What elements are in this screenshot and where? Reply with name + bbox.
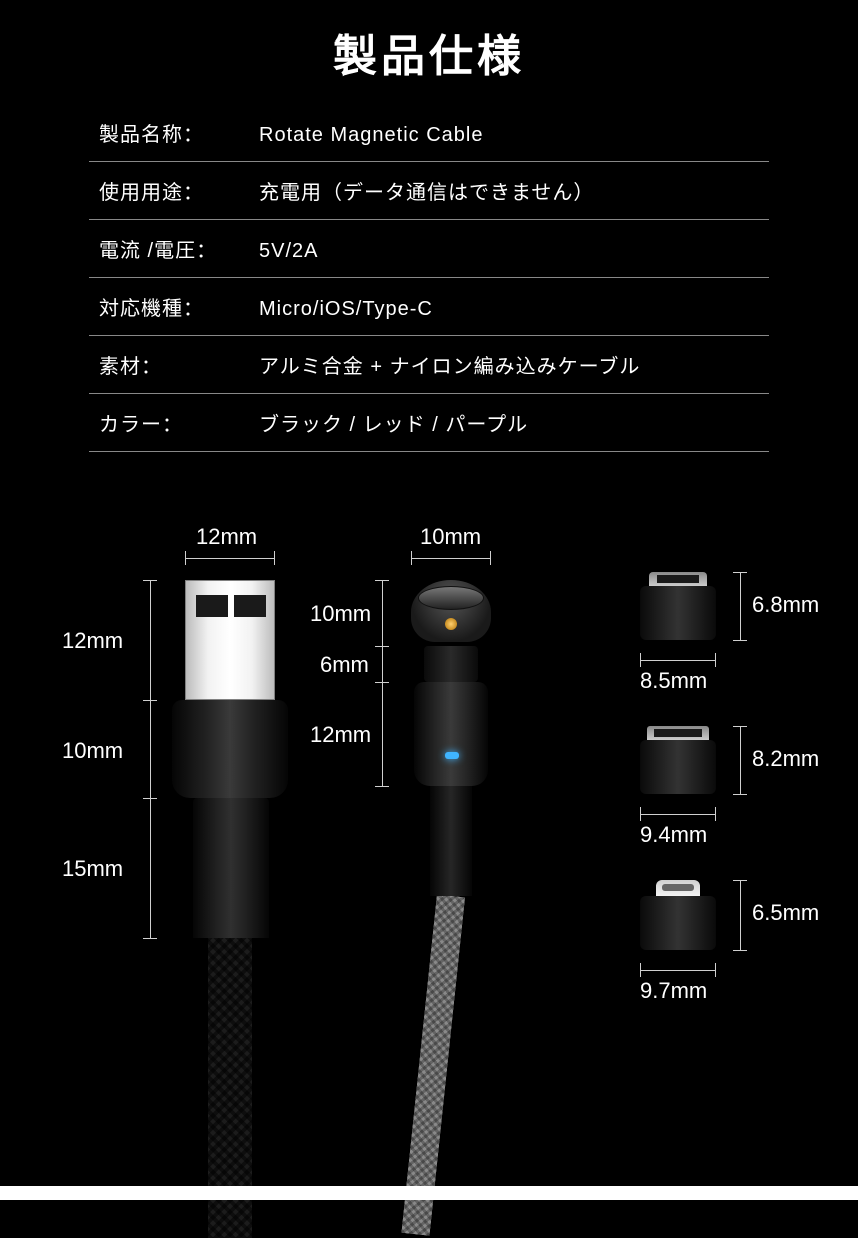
spec-value: Rotate Magnetic Cable — [259, 124, 483, 147]
dim-usb-base-h: 15mm — [62, 856, 123, 882]
guide-tick — [640, 963, 641, 977]
typec-connector-icon — [640, 740, 716, 794]
guide-tick — [733, 640, 747, 641]
guide-line — [740, 726, 741, 794]
spec-row: カラー： ブラック / レッド / パープル — [89, 394, 769, 452]
guide-tick — [375, 786, 389, 787]
dim-conn3-w: 9.7mm — [640, 978, 707, 1004]
dim-mag-head-h: 10mm — [310, 601, 371, 627]
dim-mag-top: 10mm — [420, 524, 481, 550]
guide-tick — [143, 580, 157, 581]
dim-conn3-h: 6.5mm — [752, 900, 819, 926]
guide-line — [185, 558, 275, 559]
guide-line — [740, 880, 741, 950]
magnetic-joint-icon — [424, 646, 478, 682]
spec-label: 対応機種： — [99, 292, 259, 321]
spec-value: Micro/iOS/Type-C — [259, 298, 433, 321]
micro-connector-icon — [640, 586, 716, 640]
spec-row: 使用用途： 充電用（データ通信はできません） — [89, 162, 769, 220]
guide-line — [150, 580, 151, 938]
bottom-edge — [0, 1186, 858, 1200]
usb-plug-icon — [185, 580, 275, 700]
guide-line — [740, 572, 741, 640]
guide-tick — [274, 551, 275, 565]
guide-line — [640, 970, 716, 971]
magnetic-ring-icon — [418, 586, 484, 610]
dim-mag-body-h: 12mm — [310, 722, 371, 748]
magnetic-body-icon — [414, 682, 488, 786]
guide-tick — [640, 807, 641, 821]
guide-tick — [715, 653, 716, 667]
guide-tick — [143, 700, 157, 701]
guide-tick — [715, 963, 716, 977]
dim-conn1-h: 6.8mm — [752, 592, 819, 618]
guide-tick — [185, 551, 186, 565]
guide-tick — [490, 551, 491, 565]
guide-tick — [733, 950, 747, 951]
guide-line — [411, 558, 491, 559]
page-title: 製品仕様 — [0, 0, 858, 92]
guide-tick — [375, 580, 389, 581]
spec-row: 素材： アルミ合金 + ナイロン編み込みケーブル — [89, 336, 769, 394]
led-indicator-icon — [445, 752, 459, 759]
spec-label: カラー： — [99, 408, 259, 437]
spec-value: ブラック / レッド / パープル — [259, 408, 528, 437]
spec-value: 充電用（データ通信はできません） — [259, 176, 594, 205]
spec-label: 製品名称： — [99, 118, 259, 147]
dim-mag-joint-h: 6mm — [320, 652, 369, 678]
usb-body-icon — [172, 700, 288, 798]
spec-row: 製品名称： Rotate Magnetic Cable — [89, 104, 769, 162]
magnetic-base-icon — [430, 786, 472, 896]
spec-label: 電流 /電圧： — [99, 234, 259, 263]
guide-line — [640, 660, 716, 661]
spec-value: アルミ合金 + ナイロン編み込みケーブル — [259, 350, 640, 379]
guide-tick — [375, 682, 389, 683]
guide-line — [382, 580, 383, 786]
guide-tick — [733, 572, 747, 573]
cable-braid-icon — [402, 895, 465, 1236]
spec-label: 使用用途： — [99, 176, 259, 205]
dim-conn1-w: 8.5mm — [640, 668, 707, 694]
guide-tick — [733, 880, 747, 881]
spec-value: 5V/2A — [259, 240, 318, 263]
dim-usb-top: 12mm — [196, 524, 257, 550]
lightning-connector-icon — [640, 896, 716, 950]
guide-tick — [143, 938, 157, 939]
dim-usb-body-h: 10mm — [62, 738, 123, 764]
guide-tick — [733, 794, 747, 795]
guide-tick — [715, 807, 716, 821]
lightning-slot-icon — [662, 884, 694, 891]
micro-slot-icon — [657, 575, 699, 583]
guide-tick — [411, 551, 412, 565]
guide-tick — [143, 798, 157, 799]
spec-table: 製品名称： Rotate Magnetic Cable 使用用途： 充電用（デー… — [89, 104, 769, 452]
dimension-diagram: 12mm 12mm 10mm 15mm 10mm 10mm 6mm 12mm 6… — [0, 500, 858, 1200]
spec-row: 電流 /電圧： 5V/2A — [89, 220, 769, 278]
spec-row: 対応機種： Micro/iOS/Type-C — [89, 278, 769, 336]
guide-tick — [733, 726, 747, 727]
usb-base-icon — [193, 798, 269, 938]
typec-slot-icon — [654, 729, 702, 737]
dim-usb-plug-h: 12mm — [62, 628, 123, 654]
guide-line — [640, 814, 716, 815]
dim-conn2-h: 8.2mm — [752, 746, 819, 772]
guide-tick — [375, 646, 389, 647]
dim-conn2-w: 9.4mm — [640, 822, 707, 848]
magnetic-pin-icon — [445, 618, 457, 630]
spec-label: 素材： — [99, 350, 259, 379]
guide-tick — [640, 653, 641, 667]
